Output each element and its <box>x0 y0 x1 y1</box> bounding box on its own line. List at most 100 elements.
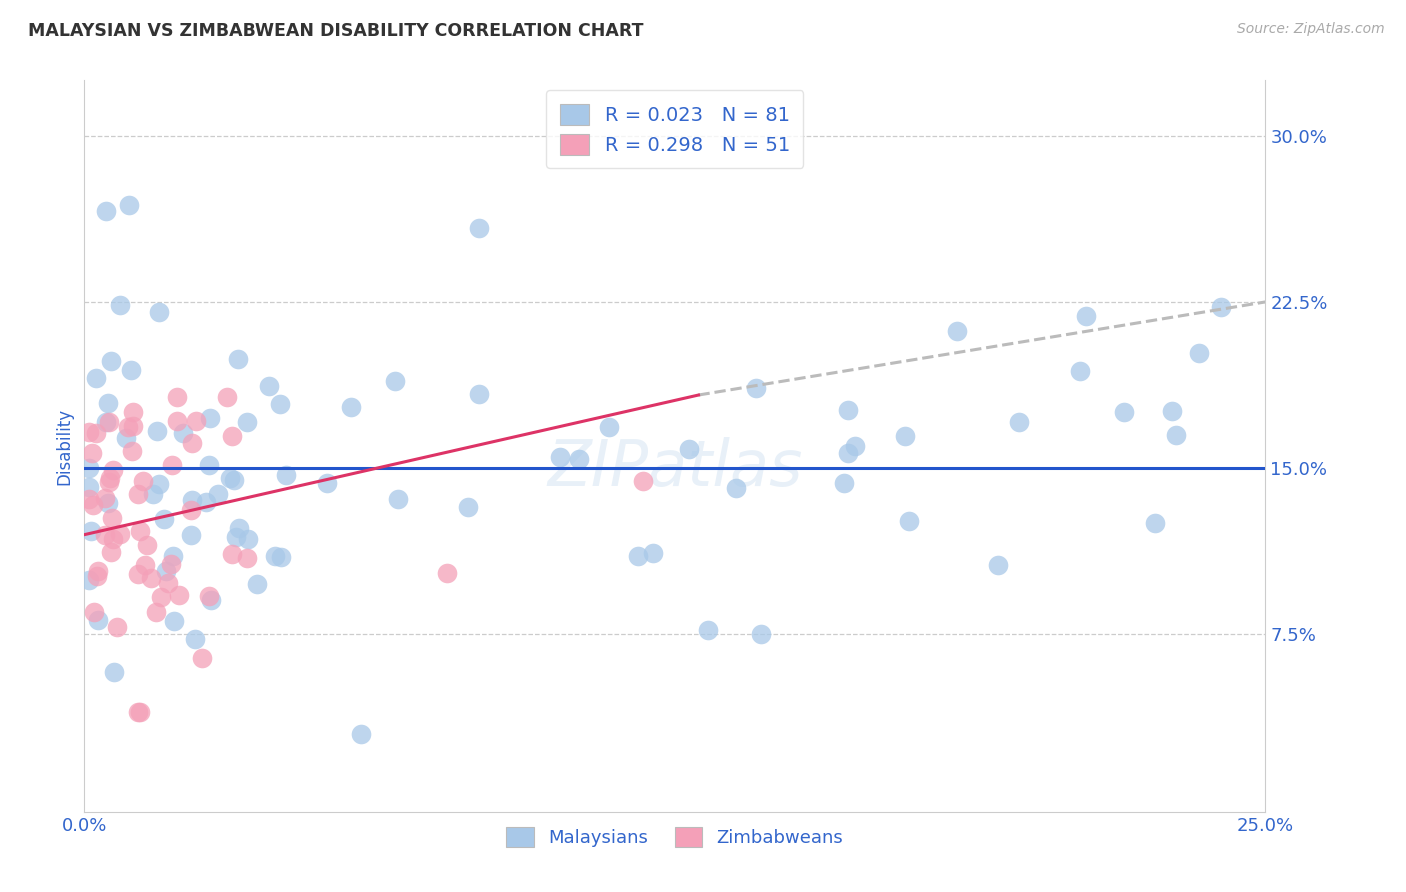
Point <box>121 418 143 433</box>
Point <box>117 420 139 434</box>
Point <box>207 487 229 501</box>
Point <box>159 557 181 571</box>
Point <box>384 374 406 388</box>
Point <box>180 503 202 517</box>
Point <box>163 614 186 628</box>
Point <box>568 451 591 466</box>
Point <box>1008 416 1031 430</box>
Point <box>945 324 967 338</box>
Point <box>120 362 142 376</box>
Point <box>169 588 191 602</box>
Point <box>77 481 100 495</box>
Text: Source: ZipAtlas.com: Source: ZipAtlas.com <box>1237 22 1385 37</box>
Point <box>118 198 141 212</box>
Point <box>87 565 110 579</box>
Point <box>191 651 214 665</box>
Point <box>269 397 291 411</box>
Point <box>132 474 155 488</box>
Point <box>79 524 101 538</box>
Text: ZIPatlas: ZIPatlas <box>547 437 803 499</box>
Point <box>898 514 921 528</box>
Point <box>86 425 108 440</box>
Point <box>751 626 773 640</box>
Point <box>316 475 339 490</box>
Point <box>246 577 269 591</box>
Point <box>235 550 257 565</box>
Point <box>180 528 202 542</box>
Y-axis label: Disability: Disability <box>55 408 73 484</box>
Point <box>221 429 243 443</box>
Point <box>103 462 125 476</box>
Point <box>108 526 131 541</box>
Point <box>172 425 194 440</box>
Point <box>100 545 122 559</box>
Point <box>94 204 117 219</box>
Point <box>139 571 162 585</box>
Point <box>107 620 129 634</box>
Point <box>631 474 654 488</box>
Point <box>1074 309 1097 323</box>
Point <box>134 558 156 572</box>
Point <box>84 371 107 385</box>
Point <box>156 576 179 591</box>
Point <box>837 402 859 417</box>
Point <box>82 446 104 460</box>
Point <box>1209 300 1232 314</box>
Point <box>166 414 188 428</box>
Point <box>467 387 489 401</box>
Point <box>94 528 117 542</box>
Point <box>627 549 650 564</box>
Point <box>122 405 145 419</box>
Point <box>100 354 122 368</box>
Point <box>194 495 217 509</box>
Legend: Malaysians, Zimbabweans: Malaysians, Zimbabweans <box>496 816 853 857</box>
Point <box>82 498 104 512</box>
Point <box>83 605 105 619</box>
Point <box>128 705 150 719</box>
Point <box>96 415 118 429</box>
Point <box>198 589 221 603</box>
Point <box>148 305 170 319</box>
Point <box>97 475 120 489</box>
Point <box>96 396 118 410</box>
Point <box>127 705 149 719</box>
Point <box>350 727 373 741</box>
Point <box>77 492 100 507</box>
Point <box>180 493 202 508</box>
Point <box>100 511 122 525</box>
Point <box>1188 346 1211 360</box>
Point <box>186 414 208 428</box>
Point <box>436 566 458 580</box>
Point <box>162 549 184 563</box>
Point <box>77 425 100 440</box>
Point <box>97 416 120 430</box>
Point <box>146 425 169 439</box>
Point <box>142 487 165 501</box>
Point <box>263 549 285 564</box>
Point <box>219 470 242 484</box>
Point <box>387 491 409 506</box>
Point <box>598 420 620 434</box>
Point <box>643 546 665 560</box>
Point <box>136 538 159 552</box>
Point <box>103 665 125 680</box>
Point <box>98 471 121 485</box>
Point <box>108 297 131 311</box>
Point <box>166 390 188 404</box>
Point <box>1112 404 1135 418</box>
Point <box>86 613 108 627</box>
Point <box>155 564 177 578</box>
Point <box>228 521 250 535</box>
Point <box>457 500 479 514</box>
Point <box>198 411 221 425</box>
Point <box>225 530 247 544</box>
Point <box>127 567 149 582</box>
Point <box>844 439 866 453</box>
Point <box>77 461 100 475</box>
Point <box>725 481 748 495</box>
Point <box>697 623 720 637</box>
Point <box>987 558 1010 573</box>
Point <box>226 352 249 367</box>
Point <box>97 496 120 510</box>
Point <box>148 477 170 491</box>
